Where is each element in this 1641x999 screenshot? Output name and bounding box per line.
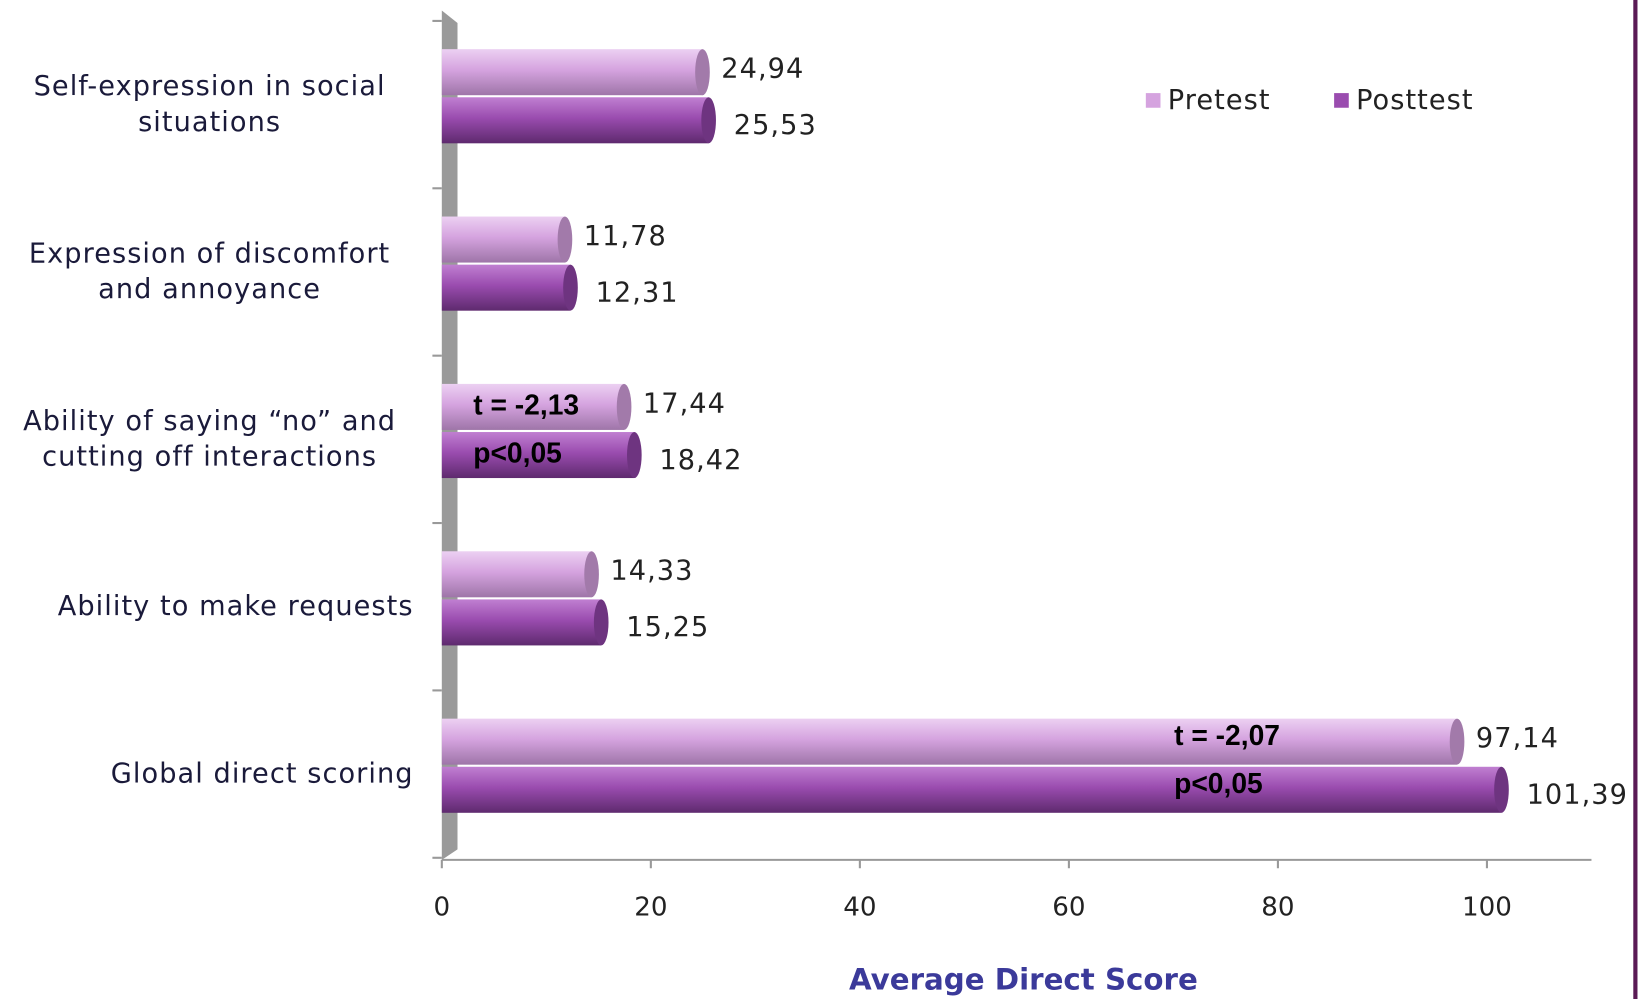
- value-label: 17,44: [643, 388, 726, 419]
- category-label-box: Ability of saying “no” and cutting off i…: [6, 361, 414, 518]
- value-label: 97,14: [1476, 723, 1559, 754]
- bar: [441, 383, 625, 430]
- x-tick-label: 0: [434, 892, 451, 922]
- bar: [441, 718, 1458, 765]
- bar-cap: [701, 97, 716, 144]
- bar-cap: [616, 383, 632, 430]
- value-label: 18,42: [659, 445, 742, 476]
- bar: [441, 432, 635, 479]
- category-label: Expression of discomfort and annoyance: [28, 238, 391, 306]
- category-label: Ability of saying “no” and cutting off i…: [23, 405, 397, 473]
- annotation: t = -2,13: [473, 388, 579, 420]
- category-label-wrap: Global direct scoring: [6, 696, 414, 853]
- category-label-box: Self-expression in social situations: [6, 26, 414, 183]
- value-label: 11,78: [584, 221, 667, 252]
- category-label-wrap: Ability of saying “no” and cutting off i…: [6, 361, 414, 518]
- x-axis-label: Average Direct Score: [849, 963, 1198, 997]
- x-tick-label: 20: [634, 892, 667, 922]
- bar-cap: [695, 49, 710, 96]
- category-label: Ability to make requests: [57, 591, 414, 623]
- value-label: 15,25: [626, 612, 709, 643]
- category-label-box: Global direct scoring: [6, 696, 414, 853]
- bar-cap: [627, 432, 642, 479]
- value-label: 12,31: [596, 277, 679, 308]
- category-label-wrap: Self-expression in social situations: [6, 26, 414, 183]
- bar-cap: [1449, 718, 1465, 765]
- category-label-wrap: Expression of discomfort and annoyance: [6, 194, 414, 351]
- bar-cap: [593, 599, 609, 646]
- value-label: 25,53: [734, 110, 817, 141]
- bar: [441, 551, 592, 598]
- category-label: Global direct scoring: [110, 758, 414, 790]
- x-tick-label: 100: [1462, 892, 1512, 922]
- x-tick-label: 80: [1261, 892, 1294, 922]
- annotation: p<0,05: [473, 436, 562, 468]
- category-label-box: Expression of discomfort and annoyance: [6, 194, 414, 351]
- bar-cap: [1494, 766, 1509, 813]
- legend-swatch: [1145, 93, 1161, 108]
- bar-cap: [584, 551, 599, 598]
- legend-label: Posttest: [1356, 85, 1473, 116]
- bar-cap: [557, 216, 573, 263]
- legend-swatch: [1334, 93, 1349, 108]
- annotation: t = -2,07: [1174, 719, 1280, 751]
- bar: [441, 264, 571, 311]
- category-label-box: Ability to make requests: [6, 528, 414, 685]
- category-label-wrap: Ability to make requests: [6, 528, 414, 685]
- bar: [441, 97, 709, 144]
- value-label: 101,39: [1527, 780, 1628, 811]
- legend-label: Pretest: [1168, 85, 1271, 116]
- value-label: 24,94: [721, 54, 804, 85]
- annotation: p<0,05: [1174, 767, 1263, 799]
- x-tick-label: 40: [843, 892, 876, 922]
- bar: [441, 49, 703, 96]
- bar: [441, 766, 1502, 813]
- bar: [441, 599, 602, 646]
- bar-cap: [563, 264, 578, 311]
- value-label: 14,33: [610, 556, 693, 587]
- category-label: Self-expression in social situations: [33, 71, 386, 139]
- x-tick-label: 60: [1052, 892, 1085, 922]
- bar: [441, 216, 565, 263]
